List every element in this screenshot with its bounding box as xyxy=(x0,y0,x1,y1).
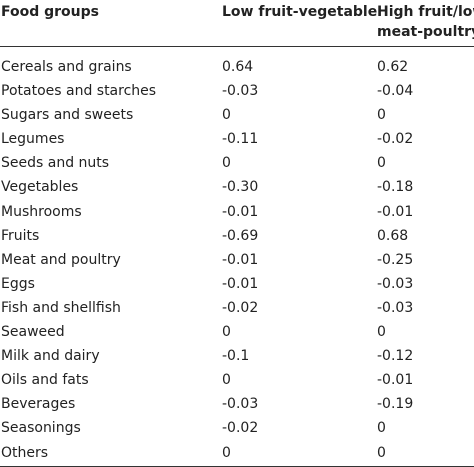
food-group-cell: Fish and shellfish xyxy=(1,299,121,316)
table-row: Fruits -0.69 0.68 xyxy=(0,224,474,248)
low-fruit-vegetable-cell: -0.02 xyxy=(222,420,259,437)
table-row: Oils and fats 0 -0.01 xyxy=(0,368,474,392)
low-fruit-vegetable-cell: -0.30 xyxy=(222,179,259,196)
low-fruit-vegetable-cell: -0.03 xyxy=(222,396,259,413)
high-fruit-low-meat-poultry-cell: 0 xyxy=(377,444,386,461)
food-group-cell: Beverages xyxy=(1,396,76,413)
high-fruit-low-meat-poultry-cell: -0.01 xyxy=(377,372,414,389)
table-row: Cereals and grains 0.64 0.62 xyxy=(0,55,474,79)
header-high-fruit-low-line1: High fruit/low xyxy=(377,4,474,20)
header-divider xyxy=(0,46,474,47)
table-row: Others 0 0 xyxy=(0,441,474,465)
header-low-fruit-vegetable: Low fruit-vegetable xyxy=(222,4,378,20)
table-row: Vegetables -0.30 -0.18 xyxy=(0,175,474,199)
header-food-groups: Food groups xyxy=(1,4,99,20)
low-fruit-vegetable-cell: -0.01 xyxy=(222,203,259,220)
high-fruit-low-meat-poultry-cell: -0.19 xyxy=(377,396,414,413)
table-header: Food groups Low fruit-vegetable High fru… xyxy=(0,0,474,44)
table-row: Mushrooms -0.01 -0.01 xyxy=(0,200,474,224)
high-fruit-low-meat-poultry-cell: 0.68 xyxy=(377,227,409,244)
high-fruit-low-meat-poultry-cell: -0.03 xyxy=(377,299,414,316)
high-fruit-low-meat-poultry-cell: 0 xyxy=(377,420,386,437)
high-fruit-low-meat-poultry-cell: 0 xyxy=(377,155,386,172)
low-fruit-vegetable-cell: 0 xyxy=(222,444,231,461)
high-fruit-low-meat-poultry-cell: -0.03 xyxy=(377,275,414,292)
food-group-cell: Fruits xyxy=(1,227,40,244)
table-row: Sugars and sweets 0 0 xyxy=(0,103,474,127)
low-fruit-vegetable-cell: -0.01 xyxy=(222,275,259,292)
low-fruit-vegetable-cell: -0.69 xyxy=(222,227,259,244)
food-group-cell: Eggs xyxy=(1,275,35,292)
low-fruit-vegetable-cell: 0 xyxy=(222,372,231,389)
food-group-cell: Others xyxy=(1,444,49,461)
high-fruit-low-meat-poultry-cell: 0.62 xyxy=(377,59,409,75)
high-fruit-low-meat-poultry-cell: -0.25 xyxy=(377,251,414,268)
high-fruit-low-meat-poultry-cell: -0.02 xyxy=(377,131,414,148)
high-fruit-low-meat-poultry-cell: 0 xyxy=(377,107,386,124)
low-fruit-vegetable-cell: -0.01 xyxy=(222,251,259,268)
table-row: Seasonings -0.02 0 xyxy=(0,416,474,440)
table-row: Seeds and nuts 0 0 xyxy=(0,151,474,175)
high-fruit-low-meat-poultry-cell: -0.12 xyxy=(377,348,414,365)
low-fruit-vegetable-cell: -0.03 xyxy=(222,83,259,100)
low-fruit-vegetable-cell: -0.1 xyxy=(222,348,250,365)
food-group-cell: Meat and poultry xyxy=(1,251,121,268)
table-row: Milk and dairy -0.1 -0.12 xyxy=(0,344,474,368)
high-fruit-low-meat-poultry-cell: -0.18 xyxy=(377,179,414,196)
high-fruit-low-meat-poultry-cell: -0.01 xyxy=(377,203,414,220)
food-group-cell: Seaweed xyxy=(1,324,65,341)
food-group-cell: Sugars and sweets xyxy=(1,107,134,124)
table-row: Eggs -0.01 -0.03 xyxy=(0,272,474,296)
low-fruit-vegetable-cell: 0 xyxy=(222,107,231,124)
food-group-cell: Cereals and grains xyxy=(1,59,132,75)
food-group-cell: Potatoes and starches xyxy=(1,83,157,100)
table-row: Beverages -0.03 -0.19 xyxy=(0,392,474,416)
table-row: Legumes -0.11 -0.02 xyxy=(0,127,474,151)
low-fruit-vegetable-cell: -0.02 xyxy=(222,299,259,316)
food-group-cell: Oils and fats xyxy=(1,372,89,389)
table-row: Fish and shellfish -0.02 -0.03 xyxy=(0,296,474,320)
food-group-cell: Vegetables xyxy=(1,179,79,196)
food-group-cell: Legumes xyxy=(1,131,65,148)
low-fruit-vegetable-cell: 0 xyxy=(222,155,231,172)
low-fruit-vegetable-cell: 0 xyxy=(222,324,231,341)
low-fruit-vegetable-cell: -0.11 xyxy=(222,131,259,148)
table-row: Meat and poultry -0.01 -0.25 xyxy=(0,248,474,272)
food-group-cell: Mushrooms xyxy=(1,203,82,220)
low-fruit-vegetable-cell: 0.64 xyxy=(222,59,254,75)
high-fruit-low-meat-poultry-cell: 0 xyxy=(377,324,386,341)
food-group-cell: Seasonings xyxy=(1,420,81,437)
header-high-fruit-low-line2: meat-poultry xyxy=(377,24,474,40)
food-group-cell: Seeds and nuts xyxy=(1,155,110,172)
table-body: Cereals and grains 0.64 0.62 Potatoes and s… xyxy=(0,55,474,465)
table-row: Potatoes and starches -0.03 -0.04 xyxy=(0,79,474,103)
food-group-cell: Milk and dairy xyxy=(1,348,100,365)
table-row: Seaweed 0 0 xyxy=(0,320,474,344)
header-high-fruit-low-meat-poultry: High fruit/low meat-poultry xyxy=(377,2,474,42)
high-fruit-low-meat-poultry-cell: -0.04 xyxy=(377,83,414,100)
